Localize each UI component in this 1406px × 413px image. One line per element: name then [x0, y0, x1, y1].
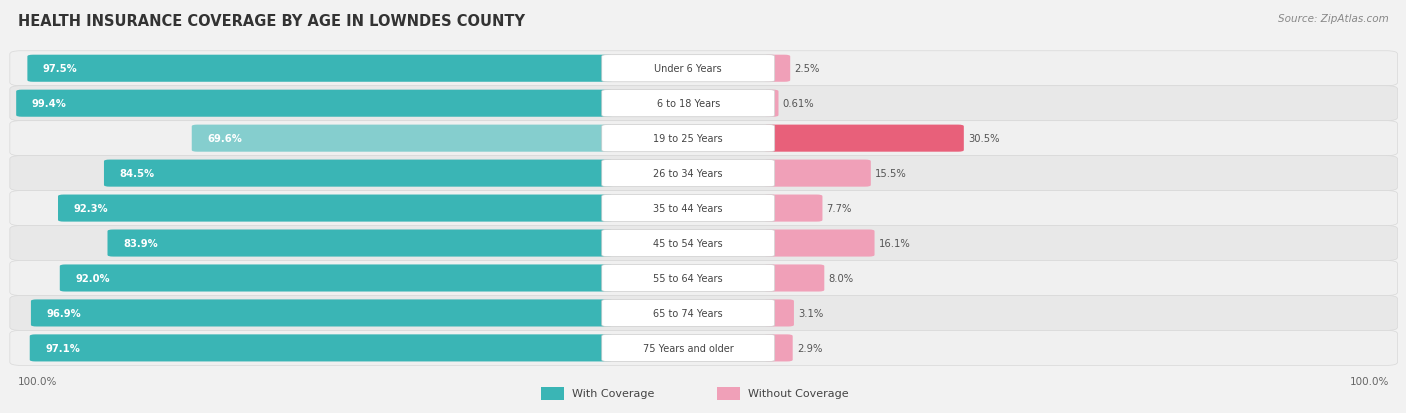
Text: 97.1%: 97.1%: [45, 343, 80, 353]
FancyBboxPatch shape: [10, 296, 1398, 331]
FancyBboxPatch shape: [10, 121, 1398, 156]
Text: 100.0%: 100.0%: [18, 376, 58, 386]
FancyBboxPatch shape: [602, 160, 775, 187]
FancyBboxPatch shape: [602, 56, 775, 83]
FancyBboxPatch shape: [107, 230, 613, 257]
FancyBboxPatch shape: [17, 90, 613, 117]
Text: Without Coverage: Without Coverage: [748, 388, 849, 398]
Text: HEALTH INSURANCE COVERAGE BY AGE IN LOWNDES COUNTY: HEALTH INSURANCE COVERAGE BY AGE IN LOWN…: [18, 14, 526, 29]
Text: 6 to 18 Years: 6 to 18 Years: [657, 99, 720, 109]
Text: 2.5%: 2.5%: [794, 64, 820, 74]
FancyBboxPatch shape: [191, 125, 613, 152]
Text: With Coverage: With Coverage: [572, 388, 655, 398]
Text: 16.1%: 16.1%: [879, 238, 911, 249]
Text: 96.9%: 96.9%: [46, 308, 82, 318]
FancyBboxPatch shape: [60, 265, 613, 292]
FancyBboxPatch shape: [31, 300, 613, 327]
Text: 99.4%: 99.4%: [32, 99, 66, 109]
FancyBboxPatch shape: [763, 195, 823, 222]
FancyBboxPatch shape: [10, 191, 1398, 226]
FancyBboxPatch shape: [763, 160, 870, 187]
FancyBboxPatch shape: [602, 90, 775, 117]
FancyBboxPatch shape: [541, 387, 564, 400]
Text: 45 to 54 Years: 45 to 54 Years: [654, 238, 723, 249]
Text: 83.9%: 83.9%: [122, 238, 157, 249]
FancyBboxPatch shape: [602, 300, 775, 327]
FancyBboxPatch shape: [602, 195, 775, 222]
Text: 2.9%: 2.9%: [797, 343, 823, 353]
FancyBboxPatch shape: [602, 335, 775, 361]
Text: 3.1%: 3.1%: [799, 308, 824, 318]
Text: 75 Years and older: 75 Years and older: [643, 343, 734, 353]
Text: 100.0%: 100.0%: [1350, 376, 1389, 386]
FancyBboxPatch shape: [10, 52, 1398, 86]
FancyBboxPatch shape: [602, 125, 775, 152]
FancyBboxPatch shape: [717, 387, 740, 400]
Text: 97.5%: 97.5%: [42, 64, 77, 74]
Text: Under 6 Years: Under 6 Years: [654, 64, 723, 74]
FancyBboxPatch shape: [602, 265, 775, 292]
FancyBboxPatch shape: [763, 265, 824, 292]
FancyBboxPatch shape: [104, 160, 613, 187]
FancyBboxPatch shape: [763, 125, 965, 152]
Text: 8.0%: 8.0%: [828, 273, 853, 283]
Text: 35 to 44 Years: 35 to 44 Years: [654, 204, 723, 214]
FancyBboxPatch shape: [10, 261, 1398, 296]
Text: Source: ZipAtlas.com: Source: ZipAtlas.com: [1278, 14, 1389, 24]
FancyBboxPatch shape: [10, 156, 1398, 191]
FancyBboxPatch shape: [763, 300, 794, 327]
Text: 55 to 64 Years: 55 to 64 Years: [654, 273, 723, 283]
FancyBboxPatch shape: [27, 56, 613, 83]
Text: 0.61%: 0.61%: [783, 99, 814, 109]
FancyBboxPatch shape: [763, 230, 875, 257]
Text: 92.0%: 92.0%: [76, 273, 110, 283]
FancyBboxPatch shape: [602, 230, 775, 257]
Text: 15.5%: 15.5%: [875, 169, 907, 179]
FancyBboxPatch shape: [30, 335, 613, 361]
Text: 92.3%: 92.3%: [73, 204, 108, 214]
FancyBboxPatch shape: [10, 226, 1398, 261]
Text: 84.5%: 84.5%: [120, 169, 155, 179]
Text: 65 to 74 Years: 65 to 74 Years: [654, 308, 723, 318]
Text: 69.6%: 69.6%: [207, 134, 242, 144]
FancyBboxPatch shape: [763, 335, 793, 361]
Text: 19 to 25 Years: 19 to 25 Years: [654, 134, 723, 144]
FancyBboxPatch shape: [763, 56, 790, 83]
Text: 30.5%: 30.5%: [969, 134, 1000, 144]
FancyBboxPatch shape: [10, 86, 1398, 121]
FancyBboxPatch shape: [10, 331, 1398, 366]
Text: 7.7%: 7.7%: [827, 204, 852, 214]
Text: 26 to 34 Years: 26 to 34 Years: [654, 169, 723, 179]
FancyBboxPatch shape: [763, 90, 779, 117]
FancyBboxPatch shape: [58, 195, 613, 222]
